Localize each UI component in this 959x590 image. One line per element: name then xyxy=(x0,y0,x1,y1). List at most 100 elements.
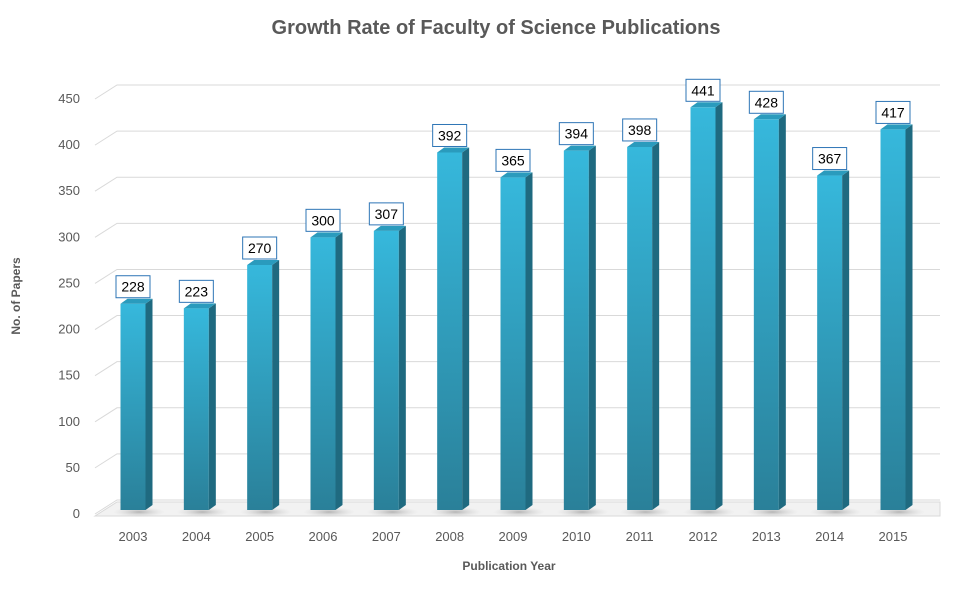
data-label-box xyxy=(812,147,848,171)
data-label: 300 xyxy=(311,212,335,228)
bar-top xyxy=(753,114,786,120)
gridline xyxy=(94,407,940,423)
bar xyxy=(690,107,716,511)
gridline xyxy=(94,268,940,284)
gridline xyxy=(94,84,940,100)
x-tick-label: 2003 xyxy=(119,529,148,544)
data-label-box xyxy=(242,236,278,260)
x-tick-label: 2005 xyxy=(245,529,274,544)
data-label: 365 xyxy=(501,152,525,168)
bar-side xyxy=(905,124,913,510)
bar-top xyxy=(247,260,280,265)
data-label-box xyxy=(685,78,721,102)
x-tick-label: 2011 xyxy=(626,529,654,544)
bar xyxy=(627,146,653,510)
bar-top xyxy=(627,141,660,147)
bar xyxy=(563,150,589,510)
chart-title: Growth Rate of Faculty of Science Public… xyxy=(272,17,721,39)
bar-side xyxy=(462,147,470,510)
data-label: 398 xyxy=(628,122,652,138)
bar-side xyxy=(652,141,660,510)
bar-side xyxy=(335,232,343,511)
data-label-box xyxy=(622,118,658,142)
data-label-box xyxy=(368,202,404,226)
gridline xyxy=(94,453,940,469)
y-tick-label: 150 xyxy=(58,368,80,383)
bar-top xyxy=(690,102,723,108)
x-axis-label: Publication Year xyxy=(462,559,555,573)
data-label: 228 xyxy=(121,279,145,295)
x-tick-label: 2007 xyxy=(372,529,401,544)
x-tick-label: 2014 xyxy=(815,529,844,544)
x-tick-label: 2004 xyxy=(182,529,211,544)
data-label-box xyxy=(558,122,594,146)
x-tick-label: 2008 xyxy=(435,529,464,544)
bar-side xyxy=(272,260,280,510)
data-label-box xyxy=(305,208,341,232)
data-label-box xyxy=(115,275,151,299)
bar-top xyxy=(183,303,216,309)
gridline xyxy=(94,176,940,192)
bar-top xyxy=(120,298,153,304)
bar-side xyxy=(145,298,153,510)
data-label-box xyxy=(875,100,911,124)
data-label-box xyxy=(748,90,784,114)
y-tick-label: 0 xyxy=(73,506,80,521)
y-tick-label: 400 xyxy=(58,137,80,152)
bar-side xyxy=(715,102,723,511)
y-tick-label: 300 xyxy=(58,229,80,244)
bar-side xyxy=(208,303,216,510)
bar xyxy=(310,237,336,511)
bar-top xyxy=(373,225,406,231)
bar-top xyxy=(500,172,533,178)
gridline xyxy=(94,222,940,238)
bar xyxy=(247,265,273,510)
bar-top xyxy=(817,170,850,176)
bar-top xyxy=(563,145,596,151)
data-label: 394 xyxy=(565,126,589,142)
bar xyxy=(753,119,779,511)
data-label: 307 xyxy=(375,206,399,222)
bar-side xyxy=(842,170,850,511)
y-tick-label: 100 xyxy=(58,414,80,429)
bar xyxy=(437,152,463,510)
gridline xyxy=(94,130,940,146)
x-tick-label: 2006 xyxy=(309,529,338,544)
bar xyxy=(183,308,209,510)
bar xyxy=(120,303,146,510)
x-tick-label: 2015 xyxy=(879,529,908,544)
bar-top xyxy=(437,147,470,153)
bar-top xyxy=(880,124,913,130)
x-tick-label: 2010 xyxy=(562,529,591,544)
data-label: 270 xyxy=(248,240,272,256)
y-tick-label: 250 xyxy=(58,275,80,290)
y-tick-label: 450 xyxy=(58,91,80,106)
bar-side xyxy=(398,225,406,510)
data-label-box xyxy=(495,148,531,172)
bar-top xyxy=(310,232,343,238)
bar-side xyxy=(778,114,786,511)
data-label: 392 xyxy=(438,127,462,143)
x-tick-label: 2009 xyxy=(499,529,528,544)
bar xyxy=(500,177,526,510)
y-tick-label: 350 xyxy=(58,183,80,198)
y-tick-label: 50 xyxy=(66,460,80,475)
gridline xyxy=(94,361,940,377)
data-label: 441 xyxy=(691,82,715,98)
bar xyxy=(880,129,906,510)
gridline xyxy=(94,499,940,515)
data-label-box xyxy=(432,123,468,147)
data-label: 428 xyxy=(755,94,779,110)
gridline xyxy=(94,315,940,330)
data-label: 417 xyxy=(881,104,905,120)
y-tick-label: 200 xyxy=(58,322,80,337)
bar xyxy=(817,175,843,511)
data-label-box xyxy=(178,279,214,303)
x-tick-label: 2013 xyxy=(752,529,781,544)
bar-side xyxy=(525,172,533,510)
y-axis-label: No. of Papers xyxy=(9,257,23,335)
data-label: 367 xyxy=(818,151,842,167)
data-label: 223 xyxy=(185,283,209,299)
x-tick-label: 2012 xyxy=(689,529,718,544)
